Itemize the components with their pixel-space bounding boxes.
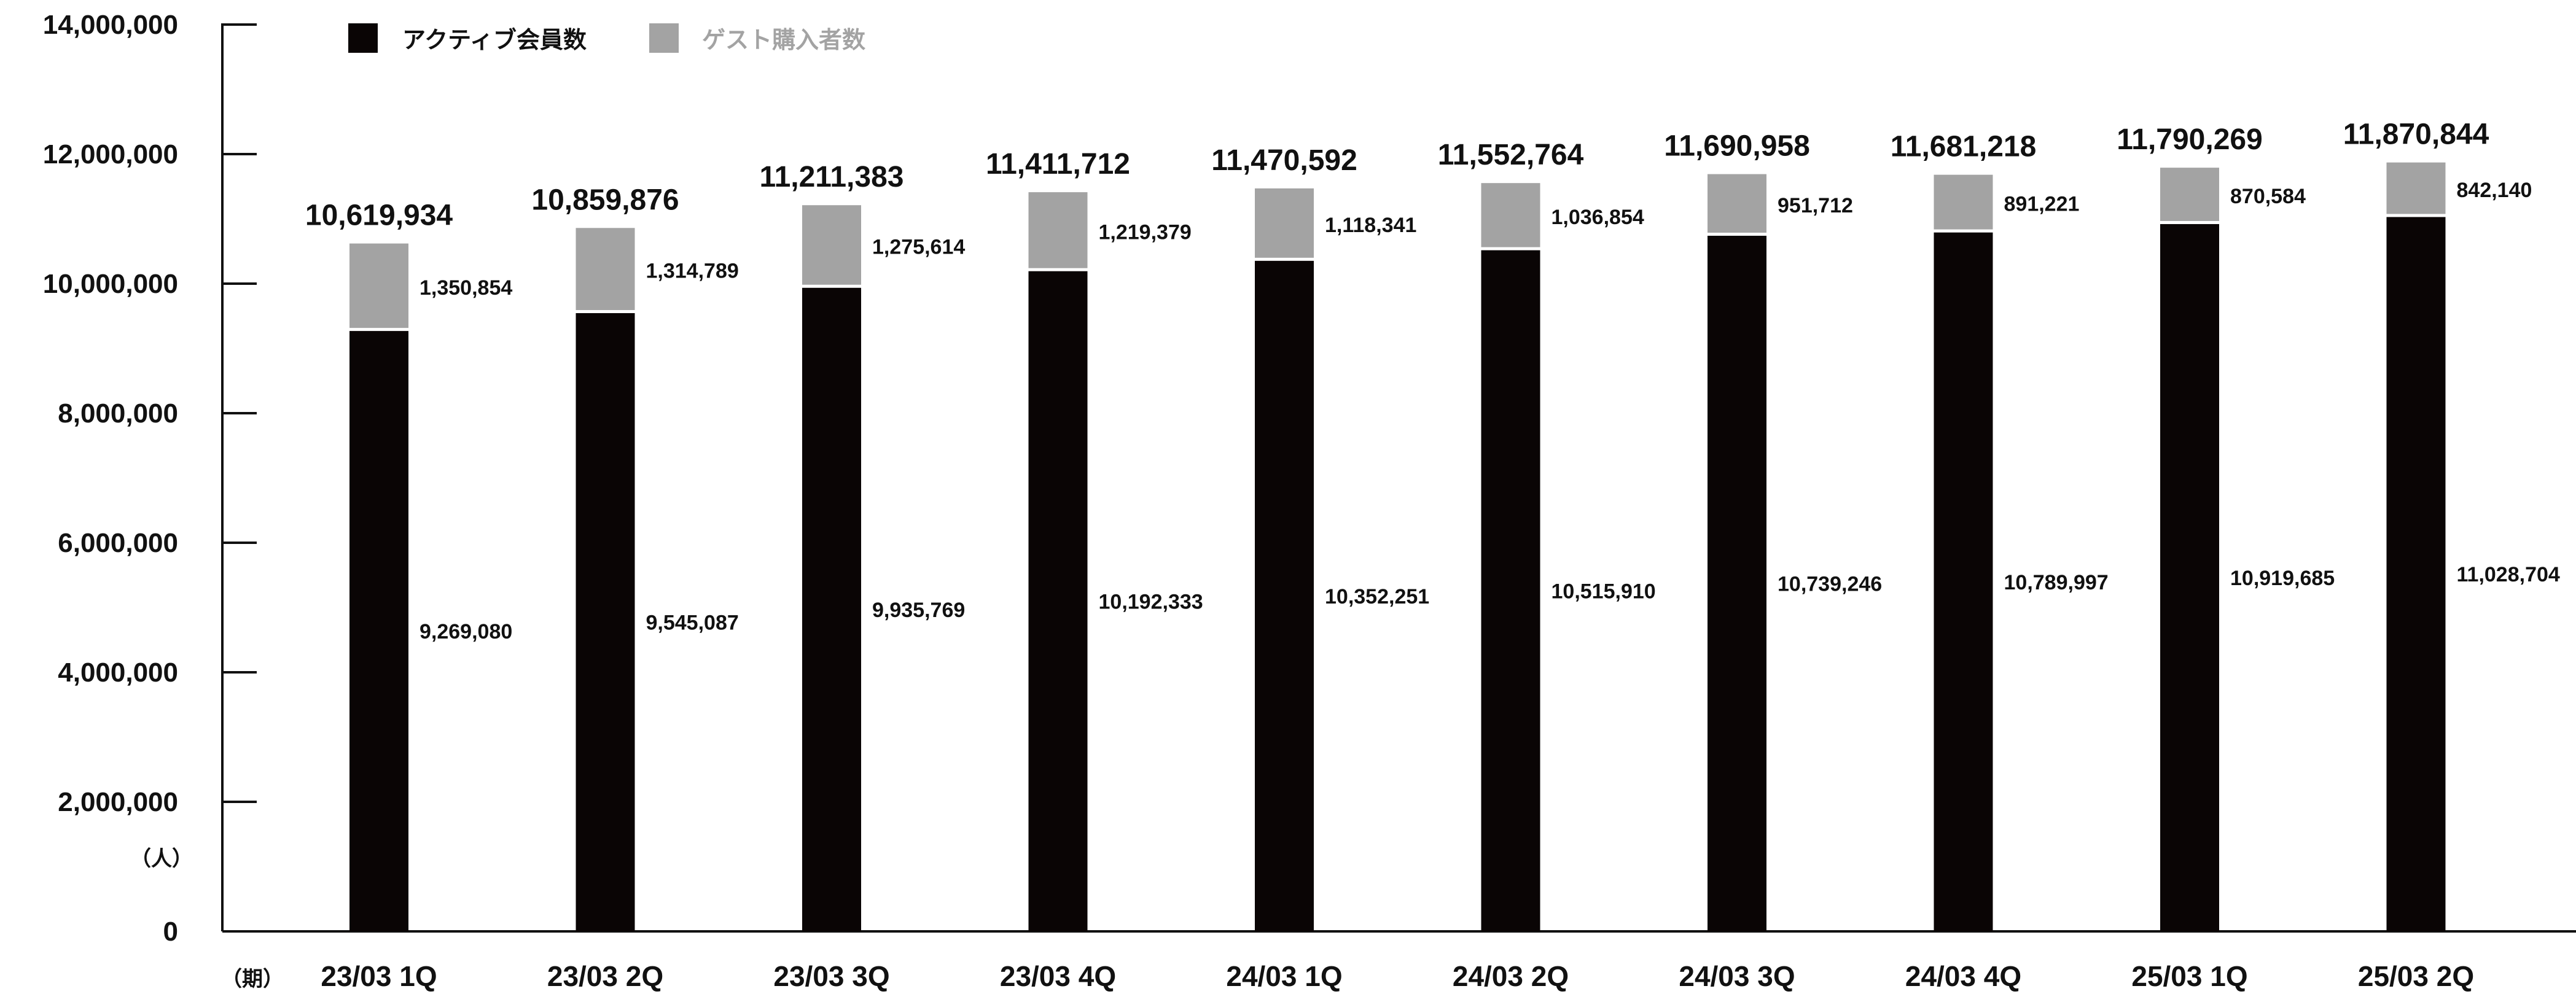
total-value-label: 11,211,383 bbox=[760, 161, 904, 193]
bar-active-members bbox=[802, 287, 861, 931]
bar-active-members bbox=[349, 331, 408, 931]
y-tick-label: 2,000,000 bbox=[58, 787, 178, 817]
total-value-label: 10,619,934 bbox=[305, 200, 453, 232]
x-tick-label: 23/03 2Q bbox=[547, 960, 663, 992]
guest-buyers-value-label: 1,350,854 bbox=[420, 276, 512, 300]
y-tick-label: 6,000,000 bbox=[58, 528, 178, 558]
active-members-value-label: 9,545,087 bbox=[646, 611, 739, 634]
bar-active-members bbox=[2386, 217, 2446, 932]
guest-buyers-value-label: 951,712 bbox=[1778, 194, 1853, 217]
x-axis-unit-label: （期） bbox=[221, 967, 284, 991]
bar-guest-buyers bbox=[349, 243, 408, 328]
y-tick-label: 0 bbox=[163, 917, 178, 947]
y-tick-label: 4,000,000 bbox=[58, 658, 178, 688]
bar-guest-buyers bbox=[1028, 192, 1088, 268]
x-tick-label: 24/03 2Q bbox=[1453, 960, 1569, 992]
x-tick-label: 24/03 1Q bbox=[1226, 960, 1342, 992]
x-tick-label: 25/03 2Q bbox=[2358, 960, 2474, 992]
active-members-value-label: 10,515,910 bbox=[1551, 580, 1656, 603]
total-value-label: 11,790,269 bbox=[2117, 123, 2263, 156]
y-axis-unit-label: （人） bbox=[130, 847, 193, 871]
bar-guest-buyers bbox=[1481, 183, 1540, 247]
total-value-label: 11,470,592 bbox=[1211, 144, 1357, 177]
guest-buyers-value-label: 842,140 bbox=[2457, 179, 2532, 202]
guest-buyers-value-label: 891,221 bbox=[2004, 193, 2080, 216]
active-members-value-label: 10,192,333 bbox=[1099, 590, 1203, 613]
y-tick-label: 12,000,000 bbox=[43, 139, 178, 169]
active-members-value-label: 10,739,246 bbox=[1778, 573, 1882, 596]
bar-guest-buyers bbox=[2160, 168, 2219, 221]
active-members-value-label: 9,935,769 bbox=[872, 599, 965, 622]
y-tick-label: 8,000,000 bbox=[58, 398, 178, 429]
x-tick-label: 24/03 3Q bbox=[1679, 960, 1795, 992]
guest-buyers-value-label: 1,219,379 bbox=[1099, 220, 1192, 244]
active-members-value-label: 9,269,080 bbox=[420, 620, 512, 643]
total-value-label: 11,870,844 bbox=[2343, 118, 2489, 151]
legend-label-active-members: アクティブ会員数 bbox=[402, 27, 587, 53]
bar-active-members bbox=[2160, 223, 2219, 931]
bar-guest-buyers bbox=[1708, 174, 1766, 233]
legend-label-guest-buyers: ゲスト購入者数 bbox=[702, 28, 865, 53]
bar-active-members bbox=[1255, 260, 1314, 931]
legend-swatch-guest-buyers bbox=[649, 23, 679, 53]
bar-guest-buyers bbox=[576, 228, 635, 310]
guest-buyers-value-label: 1,275,614 bbox=[872, 235, 965, 258]
chart-legend: アクティブ会員数 ゲスト購入者数 bbox=[348, 23, 865, 53]
active-members-value-label: 10,919,685 bbox=[2230, 567, 2335, 590]
guest-buyers-value-label: 1,118,341 bbox=[1325, 214, 1416, 237]
legend-swatch-active-members bbox=[348, 23, 378, 53]
guest-buyers-value-label: 1,314,789 bbox=[646, 260, 739, 283]
bar-active-members bbox=[1934, 232, 1993, 932]
bar-guest-buyers bbox=[2386, 162, 2446, 214]
total-value-label: 10,859,876 bbox=[531, 184, 679, 216]
bar-guest-buyers bbox=[1255, 188, 1314, 258]
total-value-label: 11,690,958 bbox=[1664, 130, 1810, 163]
x-tick-label: 24/03 4Q bbox=[1905, 960, 2021, 992]
bar-active-members bbox=[1708, 236, 1766, 932]
active-members-value-label: 10,352,251 bbox=[1325, 585, 1429, 608]
bar-guest-buyers bbox=[1934, 174, 1993, 230]
bar-active-members bbox=[576, 313, 635, 932]
y-tick-label: 10,000,000 bbox=[43, 269, 178, 299]
x-tick-label: 25/03 1Q bbox=[2131, 960, 2247, 992]
chart-axes: 0 2,000,000 4,000,000 6,000,000 8,000,000 10,… bbox=[43, 10, 2576, 947]
active-members-value-label: 10,789,997 bbox=[2004, 571, 2109, 594]
x-tick-label: 23/03 4Q bbox=[1000, 960, 1116, 992]
y-tick-label: 14,000,000 bbox=[43, 10, 178, 40]
total-value-label: 11,411,712 bbox=[986, 148, 1130, 181]
total-value-label: 11,681,218 bbox=[1891, 131, 2037, 163]
chart-labels: 23/03 1Q 10,619,934 1,350,854 9,269,080 23/0… bbox=[305, 118, 2560, 992]
bar-guest-buyers bbox=[802, 205, 861, 285]
bar-active-members bbox=[1028, 271, 1088, 931]
x-tick-label: 23/03 3Q bbox=[773, 960, 889, 992]
guest-buyers-value-label: 870,584 bbox=[2230, 185, 2306, 208]
total-value-label: 11,552,764 bbox=[1438, 139, 1584, 171]
chart-bars bbox=[349, 162, 2446, 932]
x-tick-label: 23/03 1Q bbox=[321, 960, 437, 992]
bar-active-members bbox=[1481, 250, 1540, 931]
active-members-value-label: 11,028,704 bbox=[2457, 563, 2560, 586]
guest-buyers-value-label: 1,036,854 bbox=[1551, 206, 1644, 229]
